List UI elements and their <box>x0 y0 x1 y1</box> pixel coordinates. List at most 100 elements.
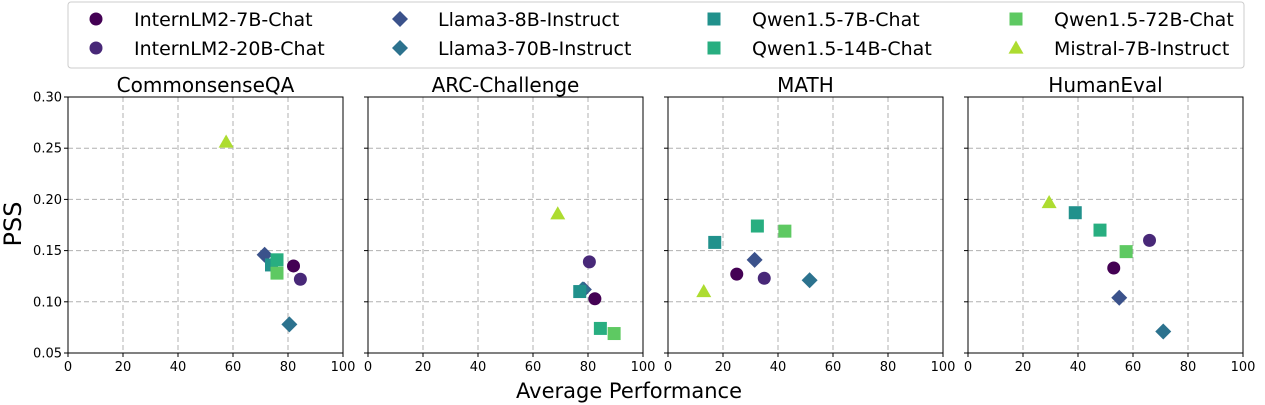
x-tick-label: 20 <box>415 360 432 375</box>
plot-frame <box>967 96 1244 354</box>
data-point-internlm2-7b-chat <box>730 267 744 281</box>
legend-label: Qwen1.5-14B-Chat <box>752 38 932 60</box>
data-point-qwen1-5-14b-chat <box>270 253 284 267</box>
legend-label: Qwen1.5-72B-Chat <box>1054 9 1234 31</box>
data-point-internlm2-7b-chat <box>588 292 602 306</box>
plot-frame <box>667 96 944 354</box>
x-tick-label: 100 <box>331 360 356 375</box>
x-tick-label: 100 <box>631 360 656 375</box>
data-point-internlm2-20b-chat <box>582 255 596 269</box>
panel-math: 0 20 40 60 80 100 MATH <box>664 73 956 375</box>
x-tick-label: 60 <box>825 360 842 375</box>
data-point-qwen1-5-7b-chat <box>1068 206 1082 220</box>
data-point-llama3-70b-instruct <box>801 272 818 289</box>
y-tick-label: 0.15 <box>33 244 62 259</box>
y-tick-label: 0.25 <box>33 142 62 157</box>
legend: InternLM2-7B-Chat InternLM2-20B-Chat Llama… <box>67 1 1245 69</box>
x-tick-label: 0 <box>64 360 72 375</box>
legend-entry-qwen1-5-14b-chat: Qwen1.5-14B-Chat <box>707 38 932 60</box>
legend-entry-qwen1-5-72b-chat: Qwen1.5-72B-Chat <box>1009 9 1234 31</box>
legend-label: InternLM2-7B-Chat <box>134 9 313 31</box>
x-tick-label: 0 <box>964 360 972 375</box>
y-tick-label: 0.05 <box>33 347 62 362</box>
data-point-internlm2-20b-chat <box>757 271 771 285</box>
y-tick-label: 0.20 <box>33 193 62 208</box>
data-point-llama3-8b-instruct <box>746 251 763 268</box>
data-point-mistral-7b-instruct <box>696 284 712 298</box>
data-point-qwen1-5-72b-chat <box>778 224 792 238</box>
legend-marker <box>89 12 103 26</box>
x-tick-label: 0 <box>364 360 372 375</box>
x-tick-label: 80 <box>280 360 297 375</box>
x-tick-label: 100 <box>931 360 956 375</box>
x-axis-label: Average Performance <box>516 379 742 403</box>
data-point-llama3-8b-instruct <box>1111 289 1128 306</box>
x-tick-label: 40 <box>1070 360 1087 375</box>
data-point-llama3-8b-instruct <box>256 246 273 263</box>
x-tick-label: 80 <box>1180 360 1197 375</box>
x-tick-label: 0 <box>664 360 672 375</box>
x-tick-label: 60 <box>525 360 542 375</box>
data-point-llama3-70b-instruct <box>281 316 298 333</box>
data-point-qwen1-5-14b-chat <box>750 219 764 233</box>
legend-label: Mistral-7B-Instruct <box>1054 38 1229 60</box>
data-point-mistral-7b-instruct <box>218 134 234 148</box>
data-point-qwen1-5-14b-chat <box>593 321 607 335</box>
panel-arc-challenge: 0 20 40 60 80 100 ARC-Challenge <box>364 73 656 375</box>
legend-marker <box>707 41 721 55</box>
data-point-internlm2-20b-chat <box>1143 233 1156 247</box>
legend-marker <box>1009 12 1023 26</box>
x-tick-label: 20 <box>715 360 732 375</box>
x-tick-label: 80 <box>580 360 597 375</box>
data-point-qwen1-5-72b-chat <box>1119 245 1133 259</box>
legend-label: Llama3-70B-Instruct <box>438 38 631 60</box>
legend-entry-internlm2-7b-chat: InternLM2-7B-Chat <box>89 9 313 31</box>
panel-title: CommonsenseQA <box>117 73 295 97</box>
legend-label: Llama3-8B-Instruct <box>438 9 619 31</box>
panel-title: ARC-Challenge <box>432 73 580 97</box>
panel-title: MATH <box>777 73 834 97</box>
y-tick-label: 0.10 <box>33 295 62 310</box>
x-tick-label: 40 <box>470 360 487 375</box>
legend-marker <box>707 12 721 26</box>
x-tick-label: 80 <box>880 360 897 375</box>
x-tick-label: 20 <box>1015 360 1032 375</box>
data-point-qwen1-5-72b-chat <box>607 327 621 341</box>
panel-title: HumanEval <box>1048 73 1162 97</box>
legend-frame <box>67 1 1245 69</box>
panel-commonsenseqa: 0 20 40 60 80 100 0.05 0.10 0.15 0.20 0.25 0.30 Comm… <box>33 73 355 375</box>
data-point-qwen1-5-7b-chat <box>573 285 587 299</box>
data-point-qwen1-5-14b-chat <box>1093 223 1107 237</box>
legend-label: InternLM2-20B-Chat <box>134 38 325 60</box>
chart-panels: 0 20 40 60 80 100 0.05 0.10 0.15 0.20 0.25 0.30 Comm… <box>33 73 1255 375</box>
data-point-mistral-7b-instruct <box>550 206 566 220</box>
legend-entry-llama3-8b-instruct: Llama3-8B-Instruct <box>392 9 619 31</box>
data-point-internlm2-7b-chat <box>1107 261 1121 275</box>
panel-humaneval: 0 20 40 60 80 100 HumanEval <box>964 73 1256 375</box>
x-tick-label: 60 <box>1125 360 1142 375</box>
data-point-internlm2-7b-chat <box>287 259 300 273</box>
legend-marker <box>1008 40 1024 54</box>
legend-entry-mistral-7b-instruct: Mistral-7B-Instruct <box>1008 38 1229 60</box>
data-point-qwen1-5-7b-chat <box>708 235 722 249</box>
x-tick-label: 100 <box>1231 360 1256 375</box>
legend-marker <box>89 41 103 55</box>
data-point-qwen1-5-72b-chat <box>270 266 284 280</box>
data-point-internlm2-20b-chat <box>293 272 307 286</box>
legend-entry-internlm2-20b-chat: InternLM2-20B-Chat <box>89 38 325 60</box>
data-point-mistral-7b-instruct <box>1041 194 1057 209</box>
x-tick-label: 40 <box>170 360 187 375</box>
legend-marker <box>392 40 408 56</box>
y-axis-label: PSS <box>0 202 27 247</box>
x-tick-label: 20 <box>115 360 132 375</box>
data-point-llama3-70b-instruct <box>1155 323 1172 340</box>
legend-entry-qwen1-5-7b-chat: Qwen1.5-7B-Chat <box>707 9 920 31</box>
y-tick-label: 0.30 <box>33 91 62 106</box>
legend-entry-llama3-70b-instruct: Llama3-70B-Instruct <box>392 38 631 60</box>
x-tick-label: 60 <box>225 360 242 375</box>
legend-label: Qwen1.5-7B-Chat <box>752 9 920 31</box>
plot-frame <box>67 96 344 354</box>
plot-frame <box>367 96 644 354</box>
x-tick-label: 40 <box>770 360 787 375</box>
